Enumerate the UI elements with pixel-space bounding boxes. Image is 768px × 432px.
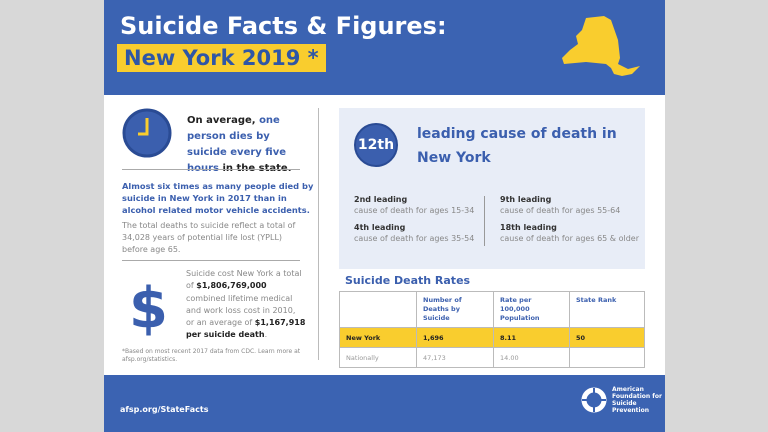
cell: Nationally (339, 347, 417, 368)
header-cell (339, 291, 417, 328)
header-cell: Number of Deaths by Suicide (416, 291, 494, 328)
cell: New York (339, 327, 417, 348)
infographic-card: Suicide Facts & Figures: New York 2019 *… (104, 0, 665, 432)
cell: 1,696 (416, 327, 494, 348)
header-cell: State Rank (569, 291, 645, 328)
table-header-row: Number of Deaths by Suicide Rate per 100… (339, 291, 645, 328)
cost-text: . (264, 330, 268, 340)
table-row: Nationally 47,173 14.00 (339, 347, 645, 368)
age-rank-item: 4th leading cause of death for ages 35-54 (354, 222, 474, 244)
leading-cause-panel: 12th leading cause of death in New York … (339, 108, 645, 269)
age-desc: cause of death for ages 65 & older (500, 234, 639, 243)
clock-icon (122, 108, 172, 158)
header: Suicide Facts & Figures: New York 2019 * (104, 0, 665, 95)
page-title: Suicide Facts & Figures: (120, 12, 447, 40)
avg-text-end: in the state. (219, 163, 291, 174)
cost-total: $1,806,769,000 (196, 281, 267, 291)
footer: afsp.org/StateFacts American Foundation … (104, 375, 665, 432)
new-york-map-icon (562, 16, 640, 76)
six-times-statement: Almost six times as many people died by … (122, 181, 314, 215)
age-rank: 4th leading (354, 223, 406, 232)
dollar-icon: $ (129, 276, 168, 341)
rates-title: Suicide Death Rates (345, 274, 471, 287)
age-rank-item: 18th leading cause of death for ages 65 &… (500, 222, 639, 244)
table-row: New York 1,696 8.11 50 (339, 327, 645, 348)
average-statement: On average, one person dies by suicide e… (187, 113, 312, 177)
rates-table: Number of Deaths by Suicide Rate per 100… (339, 291, 645, 368)
page-subtitle: New York 2019 * (117, 44, 326, 72)
vertical-divider (318, 108, 319, 360)
age-rank: 18th leading (500, 223, 557, 232)
cell: 8.11 (493, 327, 570, 348)
logo-text: American Foundation for Suicide Preventi… (612, 386, 662, 414)
ypll-statement: The total deaths to suicide reflect a to… (122, 221, 296, 254)
avg-highlight: one person dies by suicide every five ho… (187, 115, 287, 174)
cell: 50 (569, 327, 645, 348)
life-ring-icon (581, 387, 607, 413)
age-rank: 2nd leading (354, 195, 408, 204)
cost-average: $1,167,918 per suicide death (186, 318, 306, 340)
age-desc: cause of death for ages 35-54 (354, 234, 475, 243)
divider (484, 196, 485, 246)
age-desc: cause of death for ages 55-64 (500, 206, 621, 215)
divider (122, 260, 300, 261)
cost-text: combined lifetime medical and work loss … (186, 293, 296, 328)
leading-cause-text: leading cause of death in New York (417, 126, 617, 166)
divider (122, 169, 300, 170)
avg-text: On average, (187, 115, 260, 126)
afsp-logo: American Foundation for Suicide Preventi… (581, 386, 662, 414)
age-rank: 9th leading (500, 195, 552, 204)
cost-statement: Suicide cost New York a total of $1,806,… (186, 268, 306, 342)
cell: 47,173 (416, 347, 494, 368)
cell: 14.00 (493, 347, 570, 368)
age-rank-item: 2nd leading cause of death for ages 15-34 (354, 194, 474, 216)
rank-badge: 12th (354, 123, 398, 167)
age-desc: cause of death for ages 15-34 (354, 206, 475, 215)
footer-link[interactable]: afsp.org/StateFacts (120, 405, 209, 414)
age-rank-item: 9th leading cause of death for ages 55-64 (500, 194, 620, 216)
footnote: *Based on most recent 2017 data from CDC… (122, 348, 301, 363)
header-cell: Rate per 100,000 Population (493, 291, 570, 328)
cell (569, 347, 645, 368)
cost-text: Suicide cost New York a total of (186, 269, 302, 291)
